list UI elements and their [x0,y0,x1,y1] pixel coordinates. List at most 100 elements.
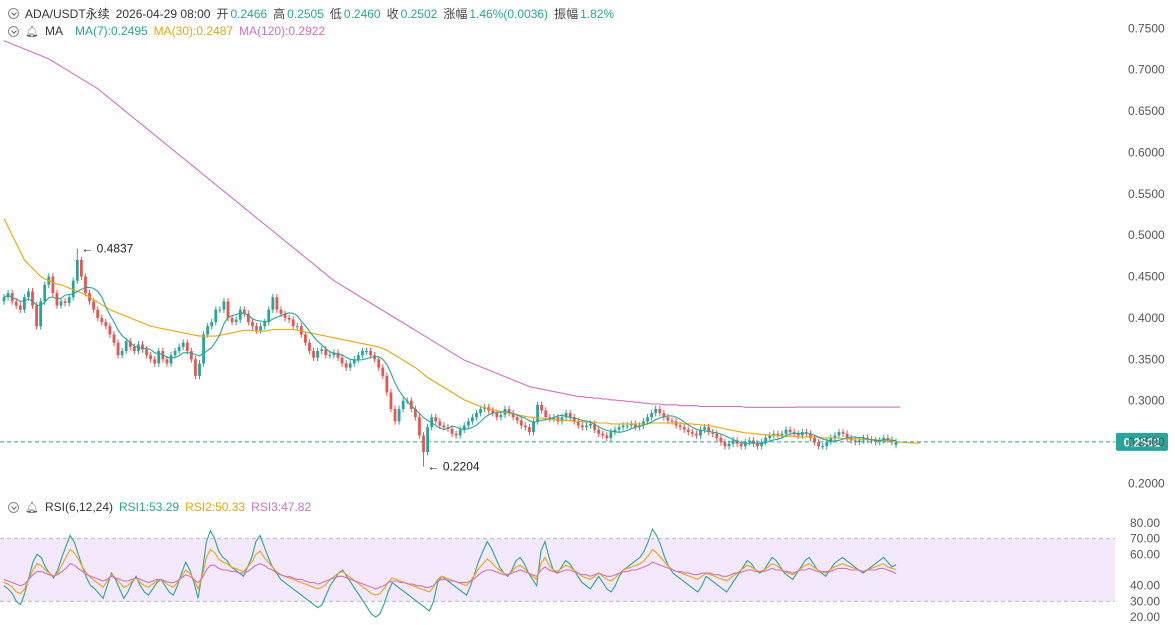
candle-body [369,351,372,356]
candle-body [324,349,328,356]
candle-body [817,442,821,447]
candle-body [59,301,63,306]
rsi-indicator-name[interactable]: RSI(6,12,24) [44,500,114,514]
candle-body [2,297,6,302]
candle-body [259,326,263,331]
candle-body [185,342,189,352]
candle-body [336,352,340,358]
candle-body [882,437,886,441]
candle-body [564,413,568,418]
candle-body [686,429,690,433]
candle-body [442,425,446,428]
candle-body [210,322,214,327]
ma-collapse-chevron-icon[interactable] [8,25,19,37]
price-header: ADA/USDT永续 2026-04-29 08:00 开 0.2466 高 0… [8,5,620,22]
candle-body [833,435,837,438]
candle-body [381,367,385,376]
candle-body [145,349,148,356]
candle-body [576,421,580,426]
candle-body [226,301,230,318]
candle-body [874,440,878,443]
candle-body [878,440,882,443]
candle-body [723,442,727,447]
candle-body [462,425,466,430]
candle-body [454,433,458,436]
candle-body [377,359,381,368]
rsi3-value: RSI3:47.82 [251,500,312,514]
price-tick-label: 0.7000 [1128,63,1165,77]
candle-body [532,421,535,433]
rsi-alert-bell-icon[interactable]: 🔔︎ [25,501,39,514]
candle-body [104,322,108,327]
candle-body [263,322,267,327]
candle-body [67,297,71,304]
candle-body [271,297,275,310]
candle-body [397,408,401,422]
candle-body [772,433,776,436]
low-value: 0.2460 [343,6,381,21]
candle-body [267,309,271,323]
collapse-chevron-icon[interactable] [8,8,19,19]
price-tick-label: 0.7500 [1128,21,1165,35]
ma-alert-bell-icon[interactable]: 🔔︎ [25,25,39,38]
candle-body [312,351,315,358]
candle-body [251,322,254,327]
change-label: 涨幅 [443,7,468,21]
candle-body [385,375,389,393]
candle-body [422,435,425,452]
candle-body [409,400,413,409]
candle-body [434,417,438,422]
candle-body [71,280,75,298]
candle-body [548,417,552,419]
candle-body [800,432,804,436]
amplitude-value: 1.82% [580,6,615,21]
candle-body [633,423,637,428]
candle-body [352,359,356,364]
candle-body [572,417,576,422]
candle-body [471,417,474,422]
candle-body [275,297,279,310]
candle-body [678,425,682,428]
candle-body [544,410,548,418]
candle-body [124,341,128,352]
ma30-value: MA(30):0.2487 [153,24,234,38]
symbol-name: ADA/USDT永续 [25,7,110,21]
candle-body [332,352,336,356]
candle-body [796,433,800,436]
open-label: 开 [216,7,229,21]
candle-body [768,435,772,438]
rsi-collapse-chevron-icon[interactable] [8,501,19,513]
candle-body [132,346,136,352]
candle-body [316,351,320,358]
candle-body [35,305,38,327]
candle-body [299,326,303,335]
candle-body [84,276,87,294]
rsi-tick-label: 60.00 [1130,547,1160,561]
rsi-legend: 🔔︎ RSI(6,12,24) RSI1:53.29 RSI2:50.33 RS… [8,500,317,514]
price-tick-label: 0.6000 [1128,145,1165,159]
candle-body [609,432,613,438]
candle-body [540,404,544,411]
ma-indicator-name[interactable]: MA [44,24,63,38]
candle-body [853,440,857,443]
rsi1-value: RSI1:53.29 [119,500,180,514]
candle-body [92,301,96,310]
candle-body [63,301,67,304]
ma120-value: MA(120):0.2922 [239,24,326,38]
candle-body [291,319,295,327]
candle-body [699,429,702,436]
candle-body [120,351,124,356]
candle-body [536,404,539,422]
candle-body [752,440,755,444]
candle-body [51,276,55,294]
candle-body [841,432,845,434]
candle-body [707,427,711,433]
candle-body [894,441,898,445]
candle-body [393,408,397,422]
candle-body [776,433,780,436]
open-value: 0.2466 [230,6,268,21]
candle-body [230,317,234,323]
price-tick-label: 0.2500 [1128,435,1165,449]
candle-body [141,344,144,350]
